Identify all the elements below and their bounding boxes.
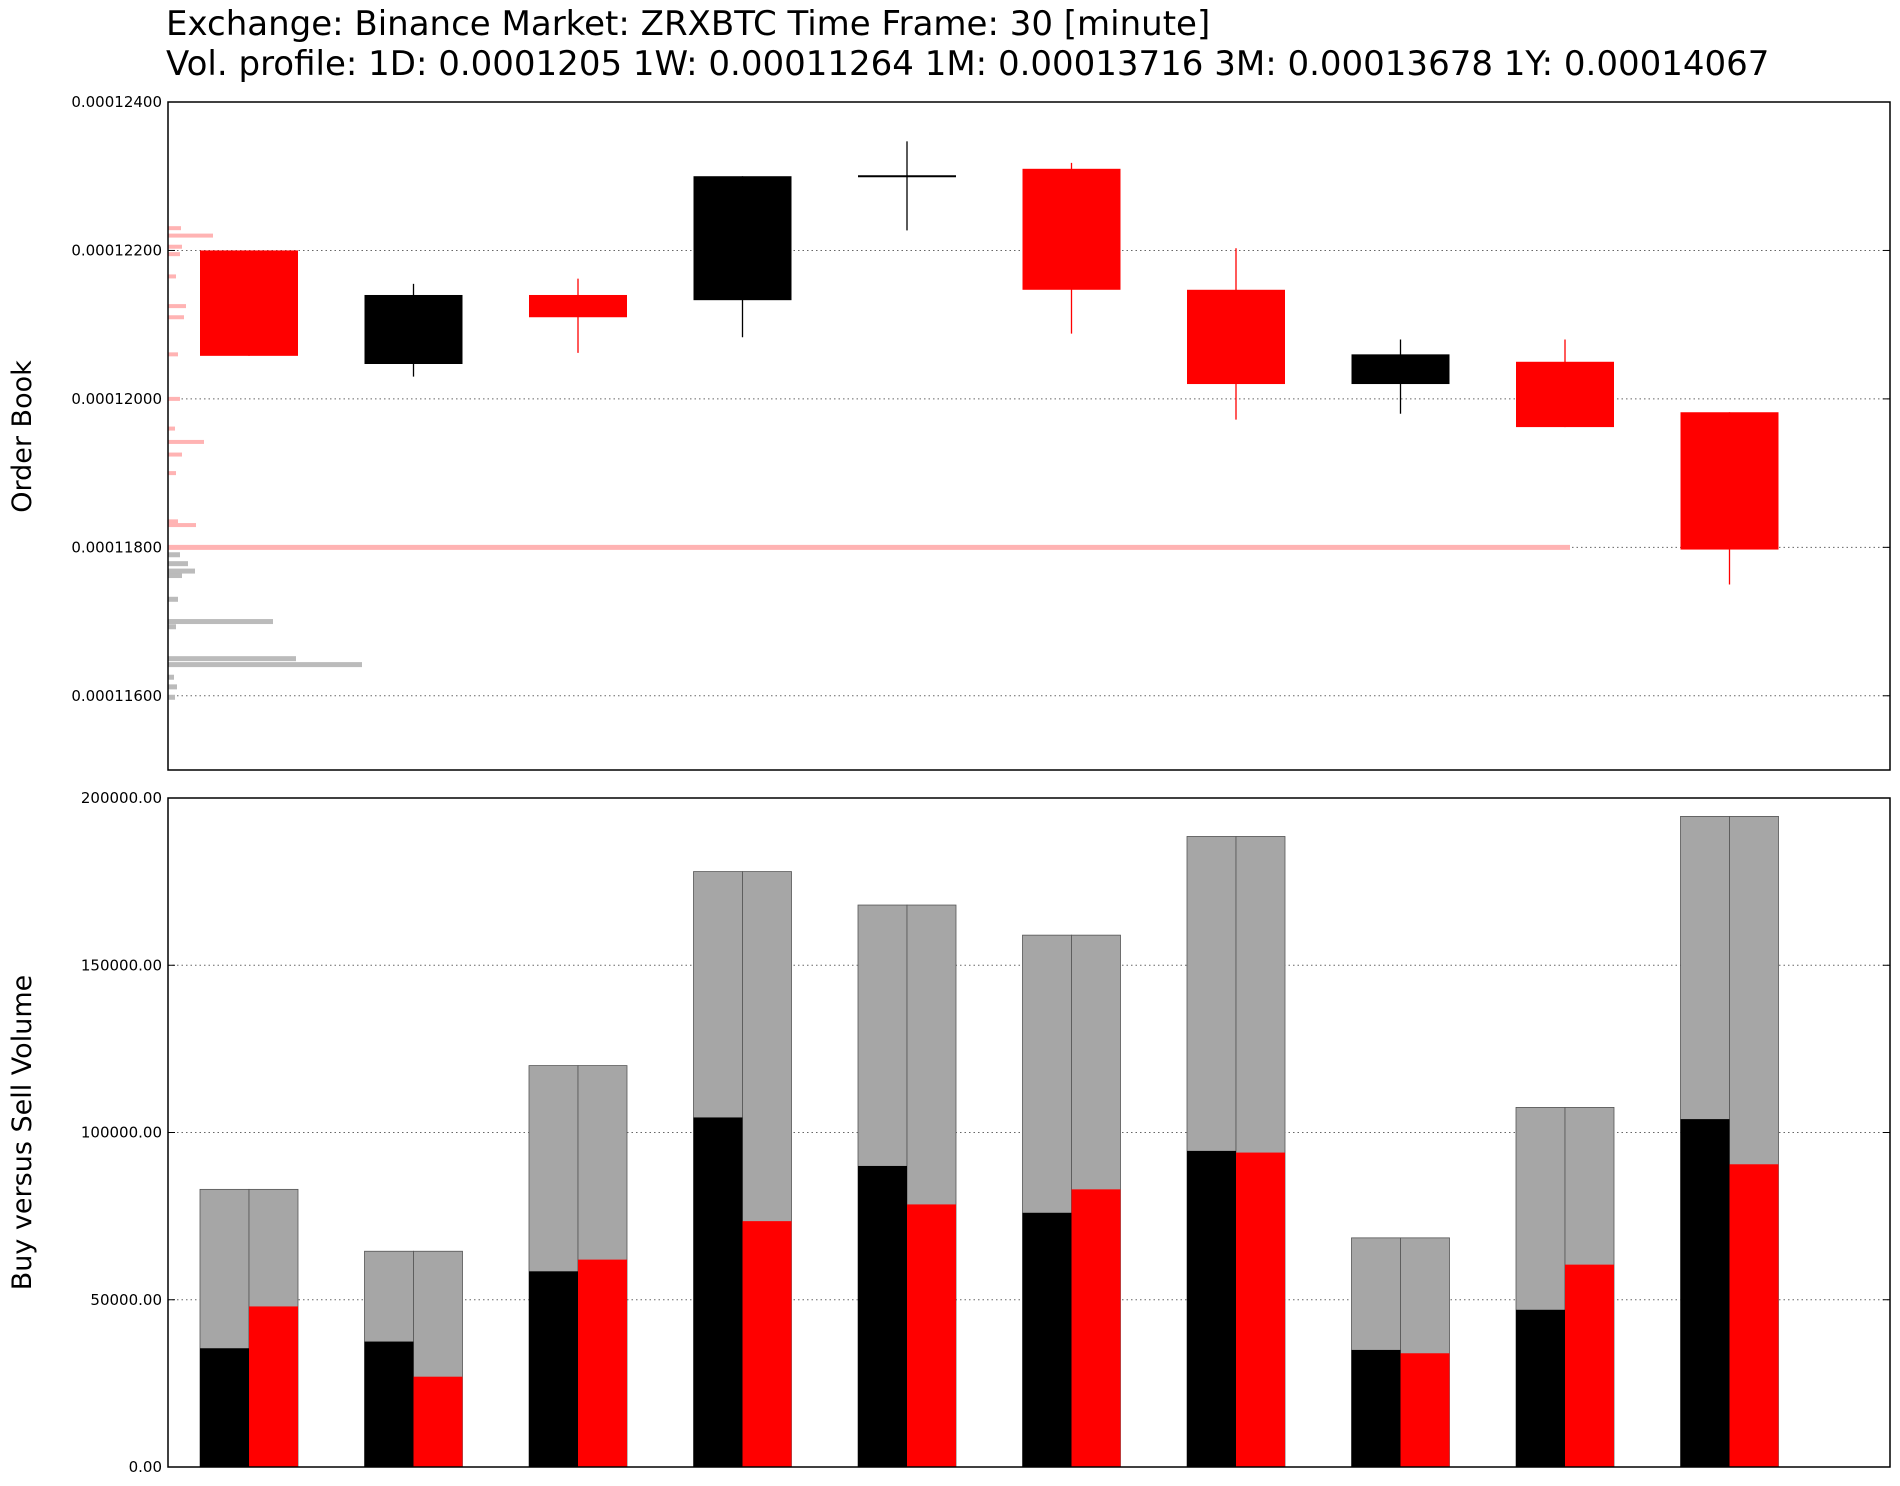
ask-profile-bar xyxy=(168,315,184,320)
volume-frame xyxy=(167,797,1891,1468)
buy-volume-bar xyxy=(200,1348,249,1467)
y-tick-label: 0.00 xyxy=(129,1458,162,1476)
bid-profile-bar xyxy=(168,596,178,602)
candle-body xyxy=(1516,361,1614,428)
bid-profile-bar xyxy=(168,552,180,558)
sell-volume-bar xyxy=(1236,1152,1285,1467)
y-tick-label: 0.00011600 xyxy=(71,687,162,705)
order-book-frame xyxy=(167,101,1891,771)
candle-body xyxy=(529,294,627,318)
y-tick-label: 200000.00 xyxy=(81,789,162,807)
order-book-panel: 0.00011600 0.00011800 0.00012000 0.00012200… xyxy=(71,93,1891,771)
sell-volume-bar xyxy=(907,1204,956,1467)
buy-volume-bar xyxy=(1351,1349,1401,1467)
bid-profile-bar xyxy=(168,561,188,567)
buy-volume-bar xyxy=(1022,1212,1072,1467)
ask-profile-bar xyxy=(168,396,180,401)
bid-profile-bar xyxy=(168,619,273,625)
ask-profile-bar xyxy=(168,304,186,309)
buy-volume-bar xyxy=(1516,1309,1565,1467)
sell-volume-bar xyxy=(249,1306,298,1467)
ask-profile-bar xyxy=(168,519,178,524)
y-tick-label: 0.00012000 xyxy=(71,390,162,408)
candle-body xyxy=(1022,168,1121,290)
y-tick-label: 150000.00 xyxy=(81,956,162,974)
bid-profile-bar xyxy=(168,656,296,662)
chart-title-line-2: Vol. profile: 1D: 0.0001205 1W: 0.000112… xyxy=(166,44,1770,84)
ask-profile-bar xyxy=(168,252,180,257)
bid-profile-bar xyxy=(168,674,174,680)
y-tick-label: 0.00012200 xyxy=(71,241,162,259)
y-tick-label: 100000.00 xyxy=(81,1124,162,1142)
sell-volume-bar xyxy=(1400,1353,1450,1467)
bid-profile-bar xyxy=(168,684,177,690)
ask-profile-bar xyxy=(168,274,176,279)
ask-profile-bar xyxy=(168,226,181,231)
candle-body xyxy=(1680,412,1779,550)
candle-body xyxy=(1187,289,1285,385)
y-tick-label: 50000.00 xyxy=(90,1291,162,1309)
y-tick-label: 0.00012400 xyxy=(71,93,162,111)
sell-volume-bar xyxy=(1071,1189,1121,1467)
sell-volume-bar xyxy=(1729,1164,1779,1467)
bid-profile-bar xyxy=(168,573,182,579)
sell-volume-bar xyxy=(578,1259,627,1467)
buy-volume-bar xyxy=(858,1165,907,1467)
bid-profile-bar xyxy=(168,568,195,574)
ask-profile-bar xyxy=(168,426,175,431)
candle-body xyxy=(1351,354,1450,385)
candle-body xyxy=(693,176,792,301)
buy-volume-bar xyxy=(1680,1119,1730,1467)
buy-volume-bar xyxy=(693,1117,743,1467)
buy-volume-bar xyxy=(364,1341,414,1467)
y-tick-label: 0.00011800 xyxy=(71,538,162,556)
ask-profile-bar xyxy=(168,233,213,238)
volume-panel: 0.00 50000.00 100000.00 150000.00 200000.00 xyxy=(81,789,1891,1476)
sell-volume-bar xyxy=(742,1221,792,1467)
candle-body xyxy=(200,250,298,356)
sell-volume-bar xyxy=(1565,1264,1614,1467)
ask-profile-bar xyxy=(168,439,204,444)
candle-body xyxy=(364,294,463,365)
sell-volume-bar xyxy=(413,1376,463,1467)
ask-profile-bar xyxy=(168,352,178,357)
buy-volume-bar xyxy=(529,1271,578,1467)
buy-volume-bar xyxy=(1187,1150,1236,1467)
bid-profile-bar xyxy=(168,694,175,700)
ask-profile-bar xyxy=(168,452,182,457)
chart-title-line-1: Exchange: Binance Market: ZRXBTC Time Fr… xyxy=(166,4,1211,44)
ask-profile-bar xyxy=(168,523,196,528)
bid-profile-bar xyxy=(168,662,362,668)
ask-profile-bar xyxy=(168,471,176,476)
ask-profile-bar xyxy=(168,244,182,249)
bid-profile-bar xyxy=(168,624,176,630)
